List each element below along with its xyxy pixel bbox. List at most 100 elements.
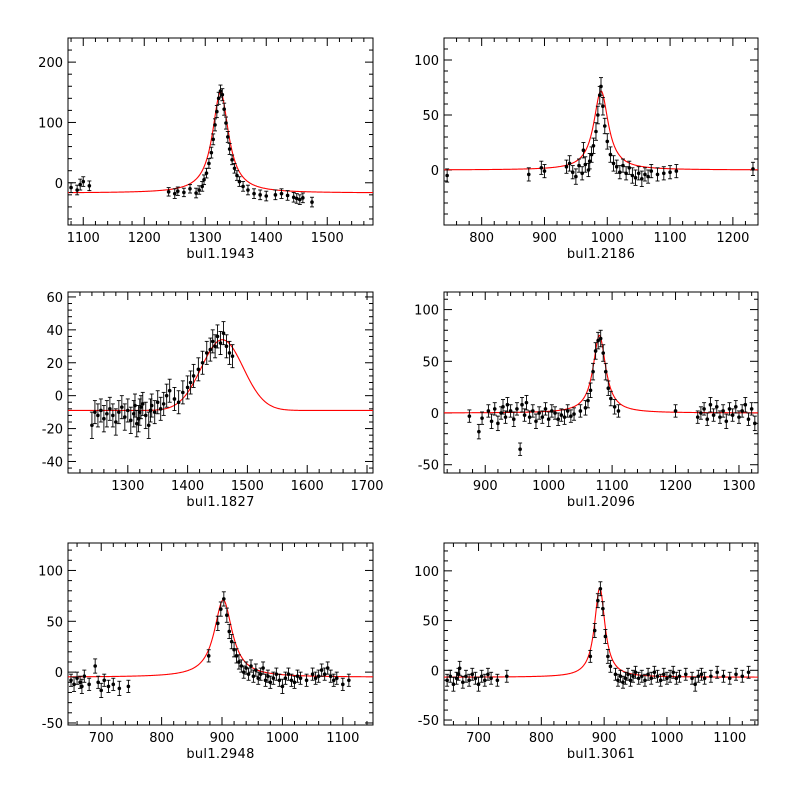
data-point bbox=[214, 105, 219, 119]
data-marker bbox=[596, 113, 600, 117]
data-point bbox=[482, 673, 487, 687]
x-tick-label: 800 bbox=[529, 731, 554, 746]
data-point bbox=[220, 88, 225, 102]
data-marker bbox=[99, 688, 104, 693]
data-marker bbox=[134, 421, 139, 426]
y-tick-label: 50 bbox=[46, 615, 63, 630]
data-marker bbox=[749, 407, 754, 411]
y-tick-label: 200 bbox=[38, 56, 63, 71]
data-marker bbox=[655, 674, 660, 679]
data-point bbox=[578, 404, 583, 418]
data-marker bbox=[636, 676, 641, 681]
data-point bbox=[599, 77, 603, 96]
data-marker bbox=[87, 183, 92, 188]
data-point bbox=[592, 623, 597, 638]
data-point bbox=[300, 192, 305, 204]
data-point bbox=[232, 163, 237, 174]
data-point bbox=[292, 675, 297, 689]
y-tick-label: 20 bbox=[46, 357, 63, 372]
data-marker bbox=[448, 674, 453, 679]
data-point bbox=[172, 188, 177, 199]
data-marker bbox=[640, 177, 644, 181]
data-marker bbox=[220, 92, 225, 97]
x-tick-label: 900 bbox=[473, 479, 498, 494]
data-marker bbox=[176, 189, 180, 194]
data-marker bbox=[261, 666, 265, 670]
data-marker bbox=[503, 415, 508, 419]
y-tick-label: 0 bbox=[55, 390, 63, 405]
data-marker bbox=[227, 147, 232, 151]
data-point bbox=[175, 186, 180, 196]
x-tick-label: 1100 bbox=[67, 231, 100, 246]
x-tick-label: 1500 bbox=[231, 479, 264, 494]
data-point bbox=[677, 669, 682, 683]
data-marker bbox=[204, 351, 209, 355]
data-marker bbox=[518, 447, 522, 452]
data-marker bbox=[105, 411, 109, 416]
data-point bbox=[522, 408, 527, 422]
plot-frame bbox=[67, 37, 374, 226]
data-marker bbox=[593, 349, 598, 353]
data-point bbox=[606, 380, 611, 396]
data-marker bbox=[715, 670, 719, 675]
data-point bbox=[614, 159, 619, 174]
data-point bbox=[559, 408, 564, 422]
data-point bbox=[649, 671, 654, 685]
data-point bbox=[448, 669, 453, 683]
data-point bbox=[176, 390, 181, 415]
data-point bbox=[140, 391, 145, 416]
data-marker bbox=[598, 586, 603, 591]
data-point bbox=[591, 362, 596, 381]
y-tick-label: 0 bbox=[431, 664, 439, 679]
data-marker bbox=[601, 104, 605, 108]
data-point bbox=[479, 669, 484, 683]
data-marker bbox=[93, 410, 97, 414]
data-marker bbox=[200, 360, 205, 365]
data-marker bbox=[227, 351, 232, 355]
data-point bbox=[602, 117, 607, 135]
data-marker bbox=[627, 166, 632, 170]
data-point bbox=[98, 398, 103, 423]
data-point bbox=[113, 408, 118, 436]
data-point bbox=[593, 122, 598, 141]
y-tick-label: -50 bbox=[418, 459, 439, 474]
data-point bbox=[213, 118, 218, 132]
data-marker bbox=[718, 415, 722, 419]
data-marker bbox=[196, 367, 201, 372]
data-marker bbox=[594, 129, 598, 134]
data-marker bbox=[674, 676, 679, 681]
data-point bbox=[122, 403, 127, 431]
data-marker bbox=[606, 386, 611, 390]
data-marker bbox=[734, 672, 738, 677]
data-point bbox=[624, 166, 629, 181]
data-marker bbox=[609, 396, 613, 401]
data-point bbox=[104, 400, 109, 428]
data-marker bbox=[273, 193, 278, 197]
data-point bbox=[633, 665, 638, 679]
data-point bbox=[721, 404, 726, 418]
data-marker bbox=[596, 598, 600, 603]
data-point bbox=[514, 402, 519, 416]
data-point bbox=[708, 669, 713, 683]
data-point bbox=[572, 407, 577, 421]
data-point bbox=[520, 397, 525, 413]
data-point bbox=[511, 411, 516, 427]
data-point bbox=[234, 170, 239, 181]
y-tick-label: 60 bbox=[46, 291, 63, 306]
data-marker bbox=[111, 413, 115, 418]
data-point bbox=[585, 392, 590, 409]
data-point bbox=[724, 413, 729, 429]
data-marker bbox=[166, 190, 171, 194]
data-point bbox=[671, 665, 676, 679]
data-marker bbox=[486, 409, 491, 413]
data-marker bbox=[209, 150, 214, 155]
data-marker bbox=[496, 421, 500, 426]
data-marker bbox=[210, 339, 215, 344]
data-point bbox=[495, 673, 500, 687]
data-point bbox=[553, 406, 558, 420]
data-point bbox=[530, 404, 535, 418]
y-tick-label: -20 bbox=[42, 423, 63, 438]
data-marker bbox=[292, 680, 297, 685]
data-point bbox=[567, 155, 572, 172]
